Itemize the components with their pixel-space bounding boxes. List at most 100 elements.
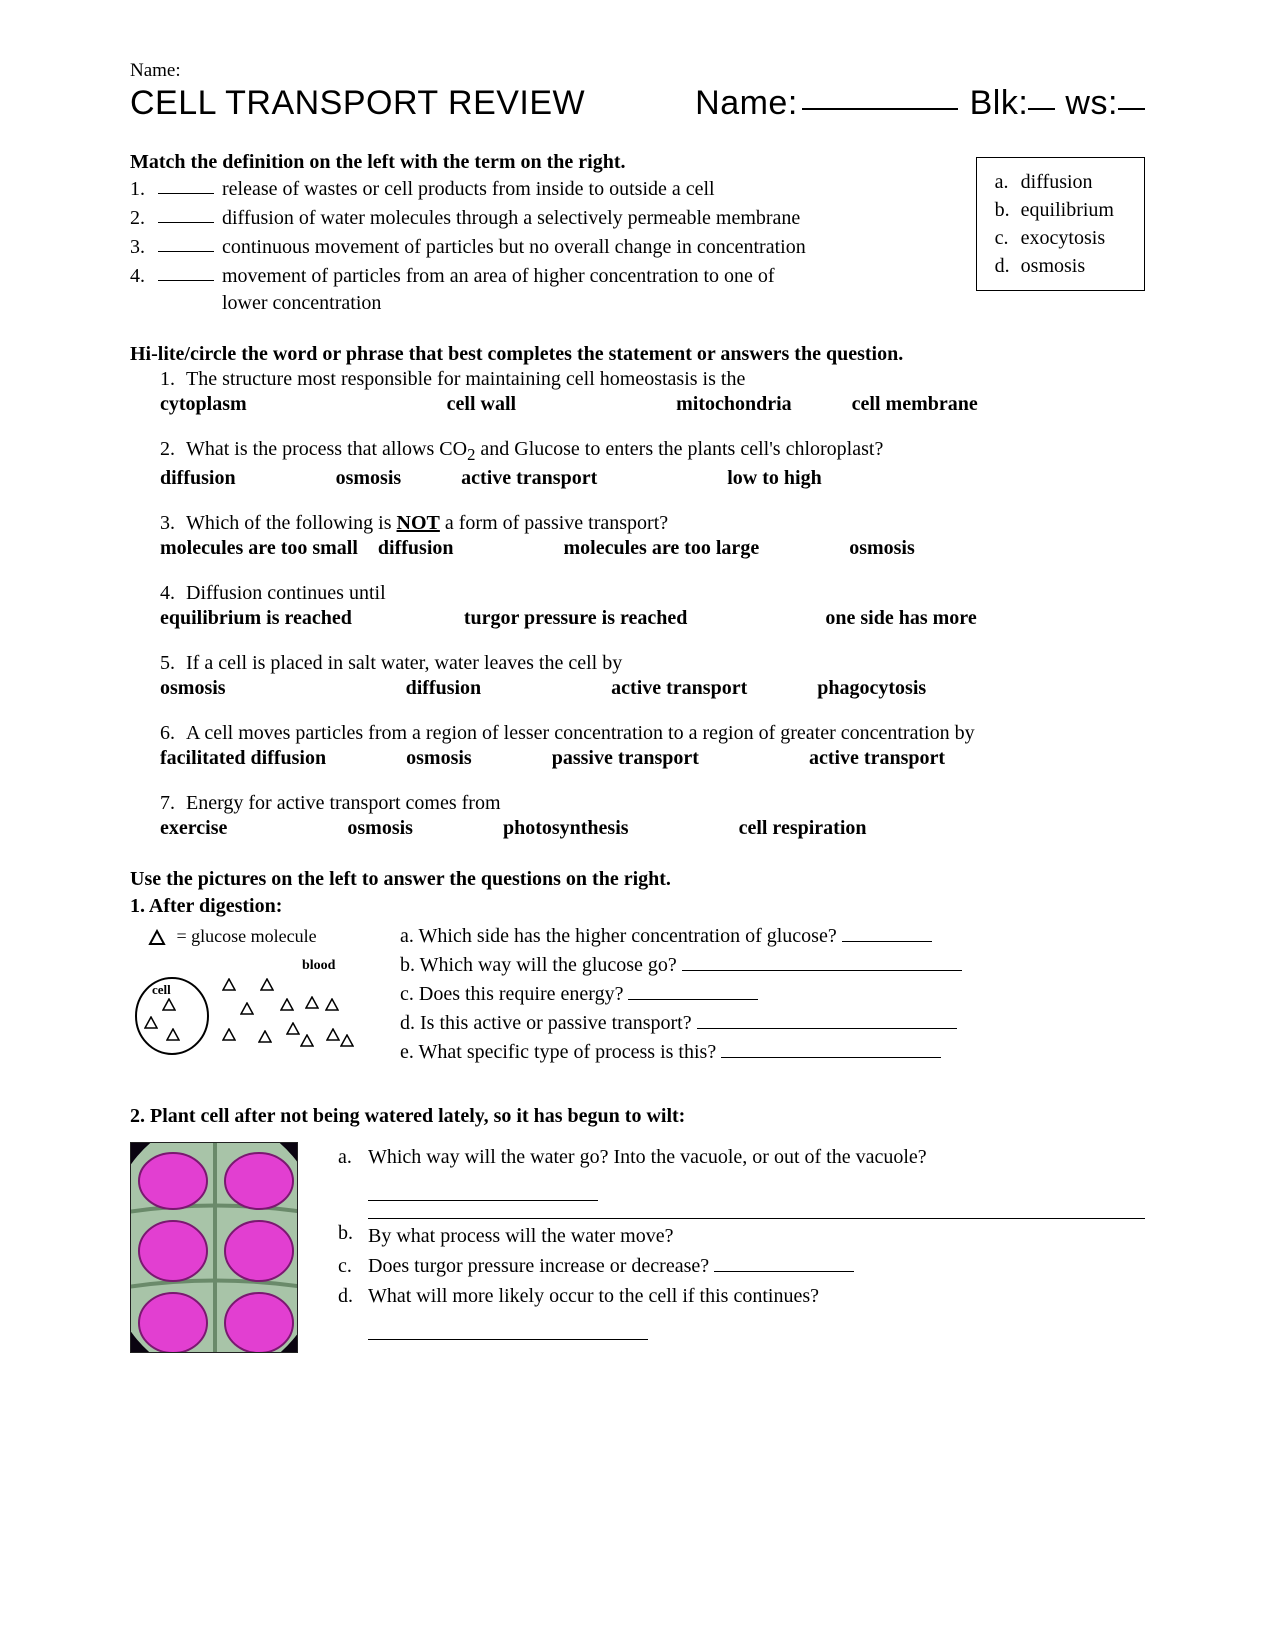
choice[interactable]: diffusion — [406, 677, 482, 700]
q2-text: What will more likely occur to the cell … — [368, 1281, 1145, 1311]
name-label: Name: — [695, 84, 798, 123]
match-num: 4. — [130, 263, 154, 317]
q-text-suffix: a form of passive transport? — [440, 512, 668, 534]
choice[interactable]: photosynthesis — [503, 817, 629, 840]
q1-letter: c. — [400, 983, 419, 1005]
choice[interactable]: exercise — [160, 817, 227, 840]
q1-letter: d. — [400, 1012, 420, 1034]
match-num: 2. — [130, 205, 154, 232]
blk-blank[interactable] — [1028, 108, 1055, 110]
term-item: c.exocytosis — [995, 224, 1114, 252]
q-num: 5. — [160, 652, 186, 675]
choice[interactable]: cytoplasm — [160, 393, 247, 416]
triangle-icon — [286, 1022, 300, 1036]
circle-question: 5.If a cell is placed in salt water, wat… — [160, 652, 1145, 675]
match-text: release of wastes or cell products from … — [222, 176, 820, 203]
term-letter: b. — [995, 196, 1021, 224]
circle-question: 4.Diffusion continues until — [160, 582, 1145, 605]
choice[interactable]: cell respiration — [739, 817, 867, 840]
term-item: d.osmosis — [995, 252, 1114, 280]
choice[interactable]: osmosis — [160, 677, 226, 700]
answer-blank[interactable] — [714, 1258, 854, 1272]
choice[interactable]: active transport — [611, 677, 747, 700]
legend: = glucose molecule — [148, 926, 400, 947]
answer-blank[interactable] — [628, 986, 758, 1000]
q1-item: a. Which side has the higher concentrati… — [400, 922, 1145, 951]
q-emph: NOT — [397, 512, 440, 534]
q-text: If a cell is placed in salt water, water… — [186, 652, 622, 674]
choice[interactable]: facilitated diffusion — [160, 747, 326, 770]
q-num: 3. — [160, 512, 186, 535]
match-num: 3. — [130, 234, 154, 261]
choice[interactable]: molecules are too small — [160, 537, 358, 560]
q-num: 2. — [160, 438, 186, 461]
match-text: continuous movement of particles but no … — [222, 234, 820, 261]
choice[interactable]: low to high — [727, 467, 821, 490]
triangle-icon — [305, 996, 319, 1010]
circle-heading: Hi-lite/circle the word or phrase that b… — [130, 343, 1145, 366]
answer-line-below[interactable] — [368, 1319, 1145, 1349]
q2-letter: c. — [338, 1251, 368, 1281]
term-letter: c. — [995, 224, 1021, 252]
choice[interactable]: one side has more — [825, 607, 976, 630]
triangle-icon — [300, 1034, 314, 1048]
choice[interactable]: osmosis — [347, 817, 413, 840]
q1-letter: e. — [400, 1041, 419, 1063]
choice[interactable]: mitochondria — [676, 393, 792, 416]
page-title: CELL TRANSPORT REVIEW — [130, 84, 585, 123]
name-label-small: Name: — [130, 60, 1145, 82]
match-blank[interactable] — [158, 234, 214, 252]
match-item: 2.diffusion of water molecules through a… — [130, 205, 820, 232]
match-text: movement of particles from an area of hi… — [222, 263, 820, 317]
choice[interactable]: phagocytosis — [817, 677, 926, 700]
ws-label: ws: — [1065, 84, 1118, 123]
q2-heading: 2. Plant cell after not being watered la… — [130, 1105, 1145, 1128]
term-text: osmosis — [1021, 252, 1085, 280]
circle-question: 3.Which of the following is NOT a form o… — [160, 512, 1145, 535]
match-blank[interactable] — [158, 263, 214, 281]
triangle-icon — [325, 998, 339, 1012]
answer-blank[interactable] — [697, 1015, 957, 1029]
term-letter: a. — [995, 168, 1021, 196]
choice[interactable]: osmosis — [336, 467, 402, 490]
answer-blank[interactable] — [682, 957, 962, 971]
name-blank[interactable] — [802, 108, 958, 110]
term-text: diffusion — [1021, 168, 1093, 196]
answer-line-below[interactable] — [368, 1180, 1145, 1210]
match-blank[interactable] — [158, 205, 214, 223]
answer-blank[interactable] — [721, 1044, 941, 1058]
choice-row: facilitated diffusion osmosis passive tran… — [160, 747, 1145, 770]
choice[interactable]: cell membrane — [852, 393, 978, 416]
answer-blank[interactable] — [842, 928, 932, 942]
choice[interactable]: equilibrium is reached — [160, 607, 352, 630]
choice[interactable]: passive transport — [552, 747, 699, 770]
q2-item: a.Which way will the water go? Into the … — [338, 1142, 1145, 1172]
ws-blank[interactable] — [1118, 108, 1145, 110]
choice[interactable]: diffusion — [378, 537, 454, 560]
choice[interactable]: active transport — [461, 467, 597, 490]
q-num: 6. — [160, 722, 186, 745]
circle-question: 7.Energy for active transport comes from — [160, 792, 1145, 815]
match-blank[interactable] — [158, 176, 214, 194]
header-row: CELL TRANSPORT REVIEW Name: Blk: ws: — [130, 84, 1145, 123]
q-text-suffix: and Glucose to enters the plants cell's … — [475, 438, 883, 460]
choice[interactable]: cell wall — [447, 393, 516, 416]
q2-letter: d. — [338, 1281, 368, 1311]
glucose-diagram: = glucose molecule blood cell — [130, 922, 400, 1062]
choice[interactable]: molecules are too large — [564, 537, 760, 560]
choice[interactable]: osmosis — [849, 537, 915, 560]
triangle-icon — [222, 1028, 236, 1042]
q1-text: What specific type of process is this? — [419, 1041, 717, 1063]
triangle-icon — [166, 1028, 180, 1042]
legend-text: = glucose molecule — [177, 926, 317, 946]
choice[interactable]: active transport — [809, 747, 945, 770]
term-item: a.diffusion — [995, 168, 1114, 196]
choice-row: diffusion osmosis active transport low to h… — [160, 467, 1145, 490]
q-num: 7. — [160, 792, 186, 815]
term-box: a.diffusionb.equilibriumc.exocytosisd.os… — [976, 157, 1145, 291]
q1-letter: a. — [400, 925, 419, 947]
choice[interactable]: turgor pressure is reached — [464, 607, 688, 630]
choice[interactable]: osmosis — [406, 747, 472, 770]
choice[interactable]: diffusion — [160, 467, 236, 490]
triangle-icon — [326, 1028, 340, 1042]
